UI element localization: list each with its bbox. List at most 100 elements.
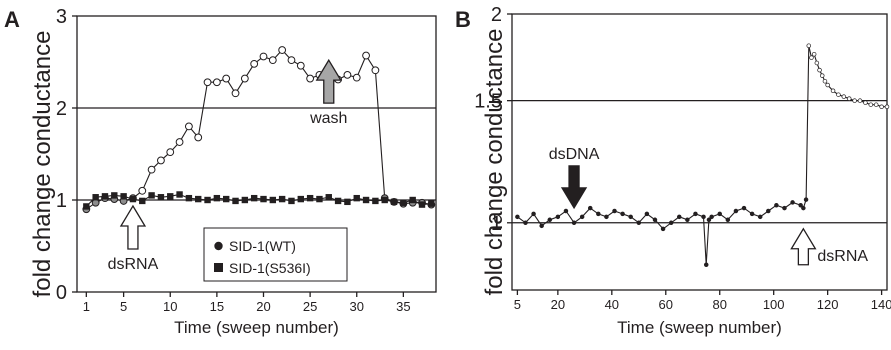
data-point: [563, 208, 569, 214]
legend-label: SID-1(S536I): [229, 260, 311, 276]
panel-letter: B: [455, 7, 471, 32]
data-point: [287, 56, 296, 65]
annotation-dsrna: dsRNA: [108, 204, 159, 273]
data-point: [371, 66, 380, 75]
x-tick-label: 5: [514, 297, 521, 312]
x-axis-label: Time (sweep number): [174, 318, 339, 337]
data-point: [111, 192, 118, 199]
data-point: [555, 214, 561, 220]
data-point: [706, 217, 712, 223]
data-point: [539, 223, 544, 229]
data-point: [879, 104, 884, 109]
panel-b: B 1 1.5 2 5 20 40 60 80 100 120 140 Time (sweep numb…: [455, 4, 891, 337]
data-point: [306, 74, 315, 83]
series-sid-1-wt-: [82, 46, 436, 214]
data-point: [400, 199, 407, 206]
up-arrow-icon: [315, 58, 342, 104]
data-point: [194, 133, 203, 142]
data-point: [176, 191, 183, 198]
data-point: [288, 197, 295, 205]
data-point: [709, 214, 714, 220]
x-tick-label: 40: [605, 297, 619, 312]
data-point: [515, 214, 520, 220]
data-point: [222, 195, 230, 203]
data-point: [232, 197, 239, 205]
data-point: [733, 208, 739, 214]
data-point: [825, 82, 830, 88]
annotation-label: dsRNA: [108, 256, 159, 273]
data-point: [296, 61, 305, 70]
data-point: [612, 208, 617, 214]
data-point: [428, 200, 435, 207]
data-point: [841, 94, 847, 99]
series-sid-1-s536i-: [83, 191, 435, 210]
up-arrow-icon: [119, 204, 147, 250]
plot-frame: [511, 13, 888, 291]
data-point: [741, 205, 747, 211]
data-point: [306, 194, 314, 202]
series-line: [85, 49, 432, 210]
y-tick-label: 0: [56, 282, 67, 304]
x-tick-label: 100: [763, 297, 785, 312]
data-point: [101, 193, 109, 200]
data-point: [836, 92, 841, 97]
data-point: [693, 211, 698, 217]
data-point: [811, 51, 817, 57]
data-point: [148, 192, 155, 199]
y-tick-label: 1.5: [474, 91, 502, 113]
x-tick-label: 5: [120, 299, 127, 314]
data-point: [390, 198, 398, 206]
up-arrow-icon: [790, 227, 817, 266]
data-point: [195, 195, 202, 203]
data-point: [636, 220, 642, 226]
data-point: [846, 96, 852, 101]
data-point: [523, 220, 528, 226]
x-tick-label: 1: [83, 299, 90, 314]
y-tick-label: 1: [491, 213, 502, 235]
data-point: [334, 197, 342, 205]
data-point: [757, 214, 763, 220]
data-point: [343, 70, 352, 79]
data-point: [278, 195, 286, 203]
data-point: [652, 217, 658, 223]
data-point: [873, 102, 879, 107]
data-point: [806, 43, 812, 48]
x-tick-label: 60: [659, 297, 673, 312]
data-point: [157, 156, 165, 165]
legend-square-marker: [214, 263, 223, 272]
data-point: [147, 165, 156, 174]
annotation-wash: wash: [309, 58, 347, 127]
data-point: [852, 98, 857, 103]
y-tick-label: 3: [56, 6, 67, 28]
legend-box: [203, 227, 348, 282]
data-point: [213, 194, 221, 202]
data-point: [857, 98, 863, 103]
data-point: [587, 205, 593, 211]
x-tick-label: 140: [871, 297, 891, 312]
data-point: [749, 211, 755, 217]
data-point: [668, 220, 674, 226]
data-point: [157, 194, 165, 201]
data-point: [212, 78, 221, 87]
data-point: [660, 226, 666, 232]
data-point: [531, 211, 536, 217]
y-axis-label: fold change conductance: [29, 31, 56, 298]
annotation-label: dsRNA: [817, 248, 868, 265]
annotation-label: wash: [309, 110, 347, 127]
data-point: [353, 194, 360, 202]
data-point: [830, 88, 836, 94]
data-point: [677, 214, 682, 220]
data-point: [167, 193, 174, 200]
data-point: [782, 205, 787, 211]
annotation-label: dsDNA: [549, 146, 600, 163]
plot-frame: [76, 15, 437, 293]
data-point: [381, 196, 388, 204]
x-tick-label: 20: [551, 297, 565, 312]
x-tick-label: 120: [817, 297, 839, 312]
data-point: [269, 196, 277, 204]
data-point: [184, 122, 193, 131]
data-point: [701, 214, 706, 220]
data-point: [344, 198, 351, 206]
y-tick-label: 2: [491, 4, 502, 26]
